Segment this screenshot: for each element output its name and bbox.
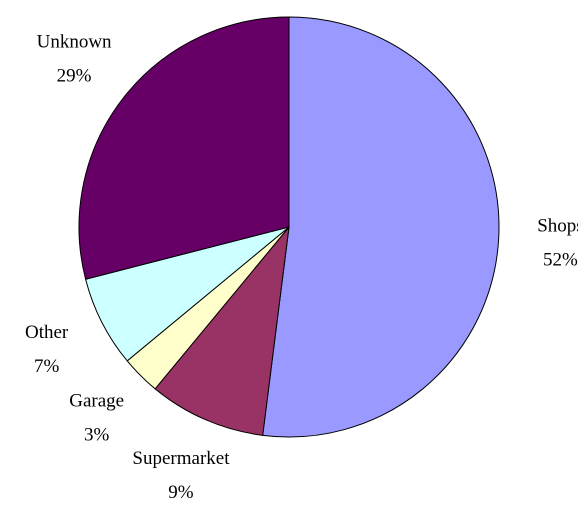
slice-label: Supermarket (132, 448, 230, 469)
slice-value-label: 7% (34, 356, 60, 377)
pie-slice (154, 225, 290, 436)
slice-value-label: 29% (57, 66, 92, 87)
slice-label: Shops (537, 215, 578, 236)
slice-value-label: 52% (543, 249, 578, 270)
pie-slice (78, 16, 290, 280)
slice-label: Unknown (37, 32, 112, 53)
slice-value-label: 3% (84, 425, 110, 446)
pie-slice (262, 16, 500, 438)
slice-label: Other (25, 322, 69, 343)
slice-label: Garage (69, 391, 124, 412)
slice-value-label: 9% (168, 482, 194, 503)
